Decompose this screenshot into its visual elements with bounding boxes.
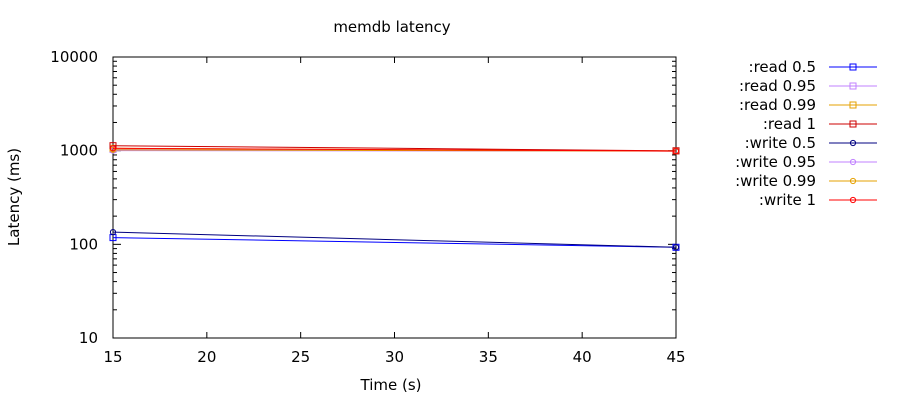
legend-swatch-marker	[849, 139, 857, 147]
legend-swatch-marker	[849, 120, 857, 128]
legend-swatch-marker	[849, 158, 857, 166]
legend-label: :write 1	[759, 191, 816, 209]
x-tick-label: 15	[103, 348, 122, 366]
data-point	[109, 229, 117, 236]
x-tick-label: 45	[666, 348, 685, 366]
x-tick-label: 30	[385, 348, 404, 366]
x-tick-label: 20	[197, 348, 216, 366]
legend-swatch-marker	[849, 101, 857, 109]
data-point	[109, 145, 117, 152]
legend-label: :write 0.5	[745, 134, 816, 152]
x-axis-label: Time (s)	[360, 376, 422, 394]
y-tick-label: 100	[69, 235, 98, 253]
y-axis: 10 100 1000 10000	[50, 48, 676, 347]
y-axis-label: Latency (ms)	[5, 148, 23, 246]
x-tick-label: 40	[573, 348, 592, 366]
series-line	[112, 145, 677, 152]
x-tick-label: 35	[479, 348, 498, 366]
series	[109, 229, 680, 251]
legend-label: :read 1	[763, 115, 816, 133]
data-point	[672, 147, 680, 155]
data-point	[672, 244, 680, 251]
series-line	[112, 147, 677, 152]
legend-label: :write 0.99	[735, 172, 816, 190]
x-axis: 15 20 25 30 35 40 45	[103, 57, 686, 366]
legend-label: :write 0.95	[735, 153, 816, 171]
series-layer	[109, 142, 680, 251]
series	[109, 234, 680, 251]
y-tick-label: 1000	[60, 142, 98, 160]
x-tick-label: 25	[291, 348, 310, 366]
series-line	[112, 231, 677, 248]
series-line	[112, 237, 677, 248]
legend-swatch-marker	[849, 177, 857, 185]
legend: :read 0.5:read 0.95:read 0.99:read 1:wri…	[735, 58, 877, 209]
series	[109, 145, 680, 155]
legend-label: :read 0.95	[739, 77, 816, 95]
legend-label: :read 0.99	[739, 96, 816, 114]
y-tick-label: 10	[79, 329, 98, 347]
chart-title: memdb latency	[333, 18, 450, 36]
legend-swatch-marker	[849, 63, 857, 71]
y-tick-label: 10000	[50, 48, 98, 66]
plot-frame	[112, 56, 677, 339]
legend-swatch-marker	[849, 82, 857, 90]
legend-swatch-marker	[849, 196, 857, 204]
legend-label: :read 0.5	[749, 58, 816, 76]
